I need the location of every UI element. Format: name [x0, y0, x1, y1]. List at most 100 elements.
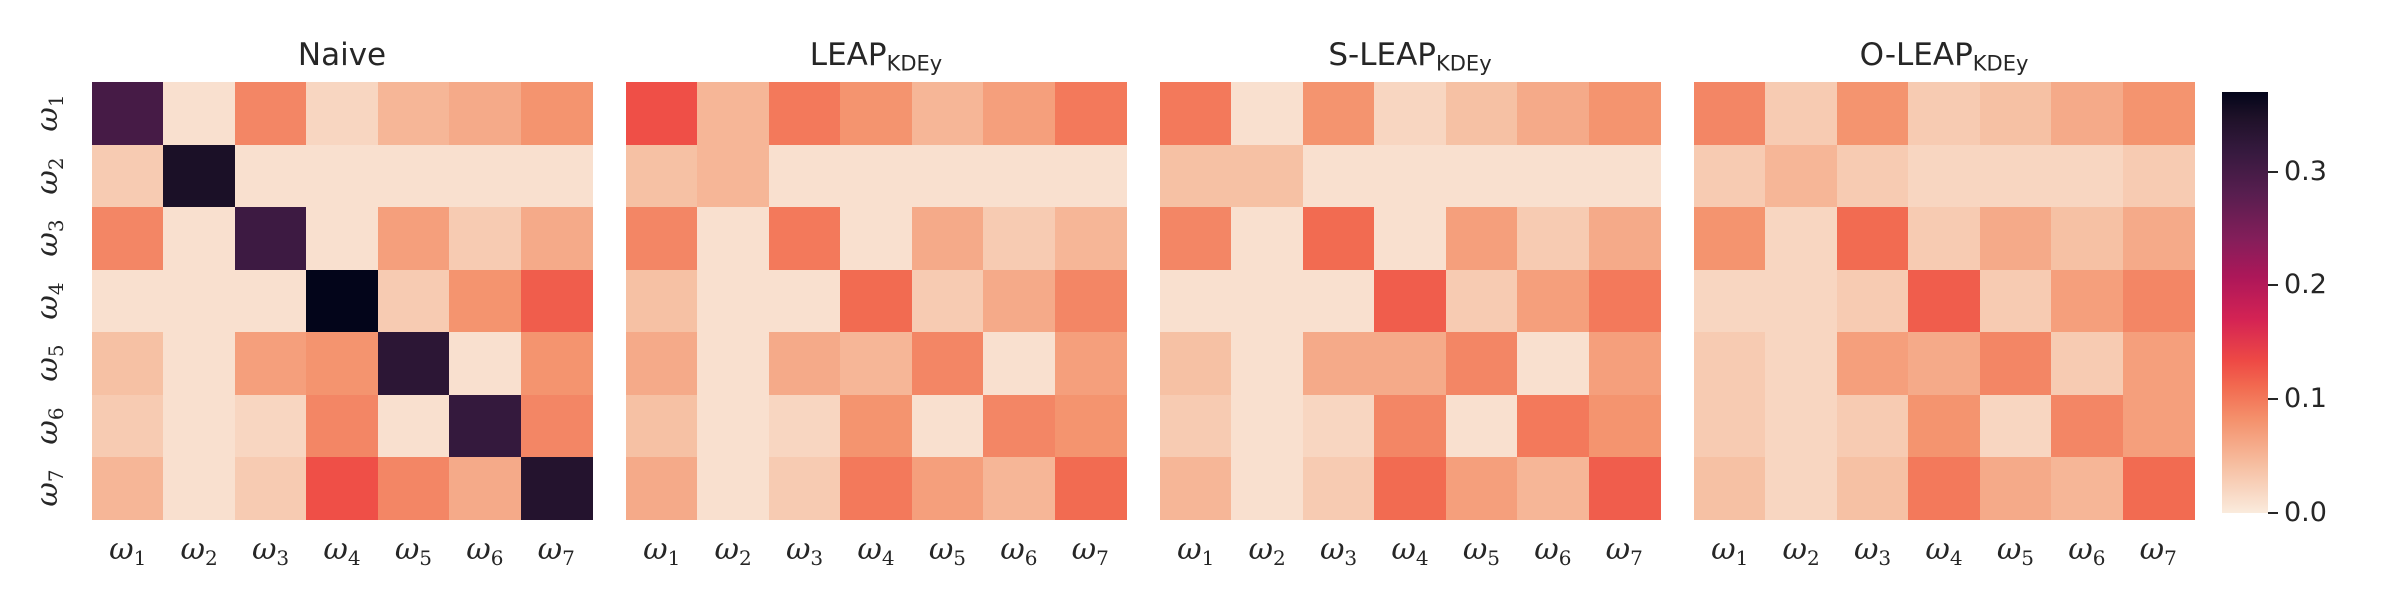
x-tick-label: ω5	[394, 532, 433, 570]
heatmap-cell	[768, 332, 841, 396]
heatmap-cell	[449, 394, 522, 458]
heatmap-cell	[449, 457, 522, 521]
heatmap-cell	[1517, 332, 1590, 396]
colorbar-tick-label: 0.1	[2284, 383, 2327, 415]
heatmap-cell	[1302, 394, 1375, 458]
y-tick-label: ω2	[30, 157, 68, 195]
heatmap-cell	[2051, 332, 2124, 396]
heatmap-cell	[234, 394, 307, 458]
heatmap-cell	[306, 144, 379, 208]
heatmap-cell	[1694, 269, 1767, 333]
panel-title: S-LEAPKDEy	[1328, 37, 1492, 76]
heatmap-cell	[377, 457, 450, 521]
heatmap-cell	[1979, 144, 2052, 208]
heatmap-cell	[1160, 394, 1233, 458]
heatmap-cell	[840, 457, 913, 521]
colorbar-tick	[2268, 512, 2278, 514]
heatmap-cell	[377, 82, 450, 146]
x-tick-label: ω7	[537, 532, 575, 570]
x-tick-label: ω6	[466, 532, 504, 570]
heatmap-cell	[92, 332, 165, 396]
heatmap-cell	[1765, 457, 1838, 521]
x-tick-label: ω2	[714, 532, 752, 570]
heatmap-cell	[1445, 269, 1518, 333]
x-tick-label: ω3	[251, 532, 290, 570]
x-tick-label: ω4	[1925, 532, 1963, 570]
heatmap-cell	[1588, 144, 1661, 208]
heatmap-cell	[1445, 332, 1518, 396]
heatmap-cell	[697, 269, 770, 333]
heatmap-cell	[449, 144, 522, 208]
heatmap-cell	[1836, 207, 1909, 271]
heatmap-cell	[697, 332, 770, 396]
x-tick-label: ω4	[323, 532, 361, 570]
heatmap-cell	[768, 394, 841, 458]
heatmap-cell	[1302, 457, 1375, 521]
x-tick-label: ω5	[1462, 532, 1501, 570]
heatmap-cell	[1054, 394, 1127, 458]
heatmap-cell	[1979, 207, 2052, 271]
heatmap-cell	[520, 332, 593, 396]
x-tick-label: ω3	[785, 532, 824, 570]
heatmap-cell	[1445, 82, 1518, 146]
x-tick-label: ω3	[1319, 532, 1358, 570]
heatmap-cell	[92, 394, 165, 458]
heatmap-cell	[1765, 144, 1838, 208]
heatmap-cell	[1160, 332, 1233, 396]
colorbar-tick	[2268, 398, 2278, 401]
heatmap-cell	[2051, 457, 2124, 521]
x-tick-label: ω1	[109, 532, 147, 570]
heatmap-cell	[1374, 269, 1447, 333]
heatmap-cell	[1160, 82, 1233, 146]
heatmap-cell	[1694, 332, 1767, 396]
heatmap-cell	[1908, 144, 1981, 208]
heatmap-cell	[92, 144, 165, 208]
x-tick-label: ω6	[1534, 532, 1572, 570]
heatmap-cell	[2122, 332, 2195, 396]
heatmap-cell	[1908, 332, 1981, 396]
heatmap-cell	[377, 144, 450, 208]
heatmap-cell	[92, 269, 165, 333]
heatmap-cell	[2122, 394, 2195, 458]
heatmap-cell	[2051, 269, 2124, 333]
heatmap-cell	[1588, 269, 1661, 333]
heatmap-cell	[1517, 269, 1590, 333]
heatmap-cell	[520, 207, 593, 271]
heatmap-cell	[1160, 144, 1233, 208]
heatmap-cell	[911, 332, 984, 396]
heatmap-cell	[1694, 457, 1767, 521]
heatmap-cell	[983, 82, 1056, 146]
heatmap-cell	[1908, 82, 1981, 146]
heatmap-cell	[1765, 332, 1838, 396]
heatmap-cell	[1908, 269, 1981, 333]
heatmap-cell	[1765, 207, 1838, 271]
heatmap-cell	[1836, 269, 1909, 333]
x-tick-label: ω1	[1711, 532, 1749, 570]
x-tick-label: ω2	[1782, 532, 1820, 570]
heatmap-cell	[520, 269, 593, 333]
x-tick-label: ω4	[857, 532, 895, 570]
heatmap-cell	[1231, 144, 1304, 208]
heatmap-cell	[1979, 457, 2052, 521]
heatmap-cell	[626, 394, 699, 458]
heatmap-cell	[1054, 82, 1127, 146]
heatmap-cell	[1054, 207, 1127, 271]
heatmap-cell	[768, 144, 841, 208]
heatmap-cell	[697, 394, 770, 458]
heatmap-cell	[1302, 332, 1375, 396]
heatmap-cell	[2122, 457, 2195, 521]
x-tick-label: ω6	[1000, 532, 1038, 570]
heatmap-cell	[1231, 82, 1304, 146]
heatmap-cell	[1054, 269, 1127, 333]
colorbar-tick	[2268, 284, 2278, 287]
heatmap-cell	[306, 207, 379, 271]
heatmap-cell	[1765, 394, 1838, 458]
heatmap-cell	[163, 144, 236, 208]
heatmap-cell	[1979, 82, 2052, 146]
heatmap-cell	[1588, 82, 1661, 146]
heatmap-cell	[306, 332, 379, 396]
heatmap-cell	[377, 332, 450, 396]
heatmap-cell	[1374, 457, 1447, 521]
heatmap-cell	[234, 457, 307, 521]
heatmap-cell	[840, 82, 913, 146]
